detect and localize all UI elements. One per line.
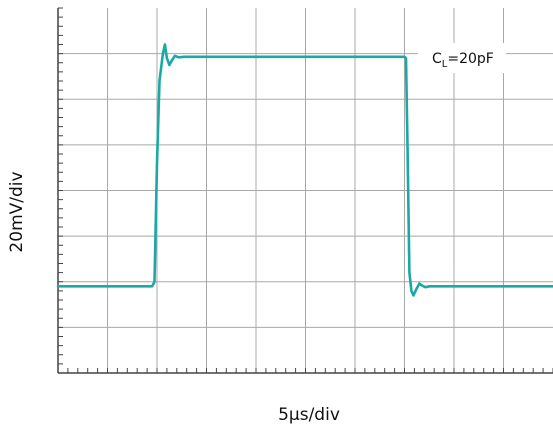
x-axis-label: 5µs/div [278,405,340,425]
annotation-background [418,43,506,73]
trace-layer [56,43,553,297]
annotation-base: C [432,51,442,67]
annotation-subscript: L [442,59,448,70]
y-axis-label: 20mV/div [7,171,27,252]
waveform-trace [56,43,553,297]
annotation-value: =20pF [447,51,493,67]
capacitance-annotation: CL=20pF [418,43,506,73]
plot-frame [57,8,553,374]
annotation-label: CL=20pF [432,51,494,70]
tick-marks [57,7,553,374]
grid [58,8,553,373]
